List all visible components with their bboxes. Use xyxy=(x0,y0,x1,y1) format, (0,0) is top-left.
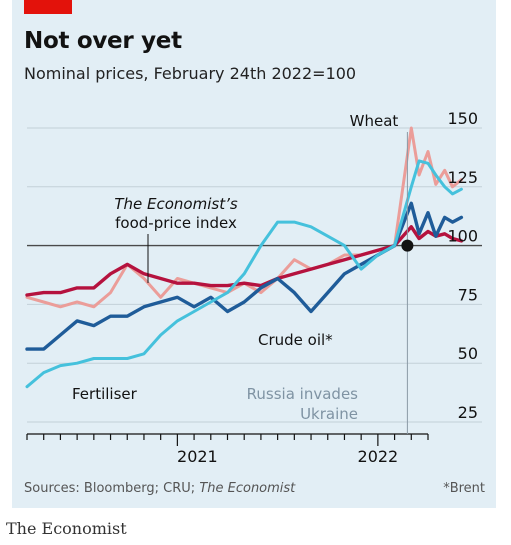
event-label-line1: Russia invades xyxy=(247,385,359,403)
chart-title: Not over yet xyxy=(24,28,182,54)
x-axis: 2021 2022 xyxy=(26,433,429,466)
footnote: *Brent xyxy=(443,481,485,496)
chart-panel xyxy=(12,0,496,508)
sources-italic: The Economist xyxy=(199,481,296,496)
series-line-crude-oil xyxy=(25,201,464,351)
gridlines xyxy=(27,127,482,423)
event-marker-dot xyxy=(401,239,414,252)
y-tick-label-150: 150 xyxy=(447,109,478,128)
fertiliser-label: Fertiliser xyxy=(72,385,138,403)
sources-text: Sources: Bloomberg; CRU; xyxy=(24,481,200,496)
y-axis-tick-labels: 25 50 75 100 125 150 xyxy=(447,109,478,422)
y-tick-label-50: 50 xyxy=(458,344,478,363)
y-tick-label-125: 125 xyxy=(447,168,478,187)
series-lines xyxy=(25,126,464,389)
y-tick-label-100: 100 xyxy=(447,227,478,246)
publisher-name: The Economist xyxy=(6,519,127,538)
food-index-label-line1: The Economist’s xyxy=(114,195,237,213)
series-line-fertiliser xyxy=(25,159,463,389)
annotations: Wheat The Economist’s food-price index C… xyxy=(72,112,414,434)
sources-note: Sources: Bloomberg; CRU; The Economist xyxy=(24,481,295,496)
x-tick-label-2022: 2022 xyxy=(358,447,399,466)
food-index-label-line2: food-price index xyxy=(115,214,237,232)
y-tick-label-25: 25 xyxy=(458,403,478,422)
crude-oil-label: Crude oil* xyxy=(258,331,333,349)
chart-subtitle: Nominal prices, February 24th 2022=100 xyxy=(24,64,357,83)
brand-red-tab xyxy=(24,0,72,14)
event-label-line2: Ukraine xyxy=(300,405,358,423)
series-line-wheat xyxy=(25,126,463,309)
x-tick-label-2021: 2021 xyxy=(177,447,218,466)
wheat-label: Wheat xyxy=(350,112,399,130)
y-tick-label-75: 75 xyxy=(458,285,478,304)
